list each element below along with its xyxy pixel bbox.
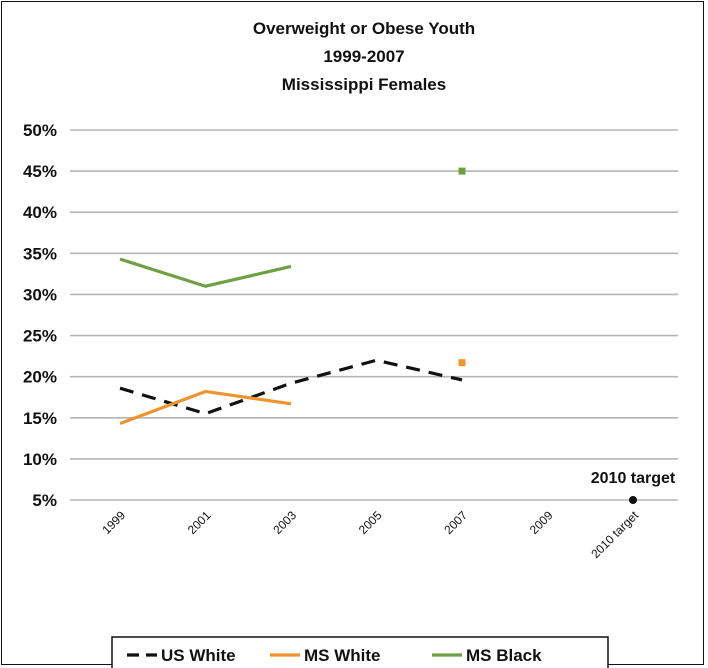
y-tick-label: 10%	[23, 450, 57, 469]
x-tick-label: 2005	[356, 508, 385, 537]
x-tick-label: 1999	[99, 508, 128, 537]
series-layer	[119, 167, 466, 426]
title-line-3: Mississippi Females	[282, 75, 446, 94]
ms-white-line	[119, 389, 292, 426]
legend: US White MS White MS Black	[111, 636, 609, 668]
annotation-layer: 2010 target	[591, 470, 676, 504]
target-point	[629, 496, 637, 504]
title-line-2: 1999-2007	[323, 47, 404, 66]
x-tick-label: 2003	[270, 508, 299, 537]
y-tick-label: 40%	[23, 203, 57, 222]
y-tick-label: 35%	[23, 244, 57, 263]
us-white-line	[119, 358, 463, 416]
x-tick-label: 2009	[527, 508, 556, 537]
legend-label: MS White	[304, 646, 381, 665]
x-axis: 1999 2001 2003 2005 2007 2009 2010 target	[99, 508, 641, 561]
ms-black-marker	[458, 167, 466, 175]
y-tick-label: 50%	[23, 121, 57, 140]
ms-black-line	[119, 257, 292, 288]
title-line-1: Overweight or Obese Youth	[253, 19, 475, 38]
y-tick-label: 30%	[23, 285, 57, 304]
x-tick-label: 2007	[441, 508, 470, 537]
y-tick-label: 20%	[23, 368, 57, 387]
legend-label: US White	[161, 646, 236, 665]
target-label: 2010 target	[591, 470, 676, 487]
legend-label: MS Black	[466, 646, 542, 665]
y-tick-label: 25%	[23, 327, 57, 346]
y-tick-label: 45%	[23, 162, 57, 181]
ms-white-marker	[458, 359, 466, 367]
x-tick-label: 2010 target	[588, 508, 641, 561]
gridlines	[70, 129, 678, 501]
y-tick-label: 15%	[23, 409, 57, 428]
y-axis: 5% 10% 15% 20% 25% 30% 35% 40% 45% 50%	[23, 121, 57, 510]
y-tick-label: 5%	[32, 491, 57, 510]
x-tick-label: 2001	[185, 508, 214, 537]
legend-box	[111, 636, 609, 668]
chart-title: Overweight or Obese Youth 1999-2007 Miss…	[253, 19, 475, 94]
